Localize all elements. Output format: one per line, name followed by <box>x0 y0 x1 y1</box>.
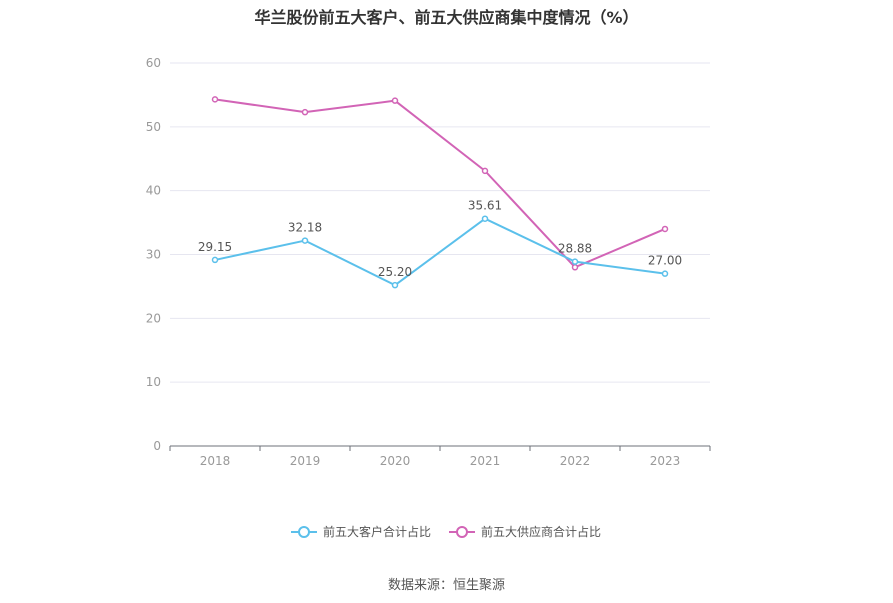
y-tick-label: 40 <box>146 184 161 198</box>
legend-label: 前五大客户合计占比 <box>323 524 431 539</box>
x-tick-label: 2021 <box>470 454 501 468</box>
y-tick-label: 60 <box>146 56 161 70</box>
data-label: 28.88 <box>558 242 592 256</box>
x-tick-label: 2020 <box>380 454 411 468</box>
series-line <box>214 217 666 287</box>
data-source: 数据来源：恒生聚源 <box>387 578 505 593</box>
data-point <box>301 108 309 116</box>
data-point <box>661 270 669 277</box>
data-point <box>211 256 219 264</box>
x-tick-label: 2023 <box>650 454 681 468</box>
data-label: 25.20 <box>378 265 412 279</box>
data-label: 29.15 <box>198 240 232 254</box>
y-tick-label: 10 <box>146 375 161 389</box>
data-point <box>661 225 669 233</box>
data-label: 27.00 <box>648 254 682 268</box>
data-point <box>391 281 399 289</box>
y-tick-label: 50 <box>146 120 161 134</box>
y-tick-label: 0 <box>153 439 161 453</box>
data-point <box>571 264 579 271</box>
chart-title: 华兰股份前五大客户、前五大供应商集中度情况（%） <box>254 8 639 27</box>
data-label: 35.61 <box>468 199 502 213</box>
y-tick-label: 20 <box>146 311 161 325</box>
y-tick-label: 30 <box>146 248 161 262</box>
data-point <box>211 96 219 103</box>
data-point <box>481 215 489 222</box>
data-point <box>301 237 309 244</box>
data-label: 32.18 <box>288 221 322 235</box>
legend-marker <box>456 526 468 538</box>
x-tick-label: 2022 <box>560 454 591 468</box>
x-tick-label: 2018 <box>200 454 231 468</box>
x-tick-label: 2019 <box>290 454 321 468</box>
data-point <box>391 97 399 104</box>
series-line <box>214 98 666 269</box>
data-point <box>571 258 579 265</box>
legend-marker <box>298 526 310 538</box>
legend-label: 前五大供应商合计占比 <box>481 524 601 539</box>
data-point <box>481 167 489 175</box>
